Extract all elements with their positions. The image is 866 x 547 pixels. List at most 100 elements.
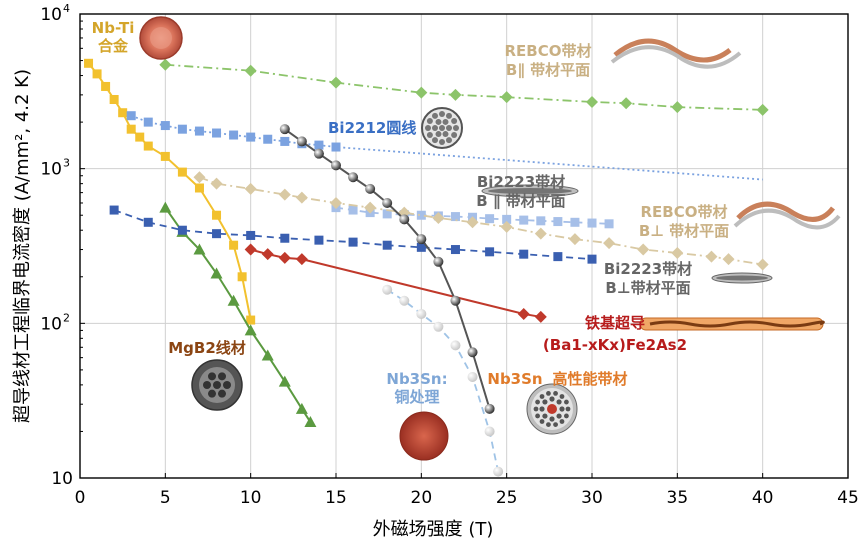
filament xyxy=(432,125,438,131)
filament xyxy=(435,118,442,125)
data-point xyxy=(671,101,684,114)
data-point xyxy=(500,220,513,233)
filament xyxy=(439,125,445,131)
data-point xyxy=(534,310,547,323)
data-point xyxy=(348,172,359,183)
data-point xyxy=(519,215,529,225)
data-point xyxy=(177,225,187,235)
series-rebco-b xyxy=(159,58,769,116)
data-point xyxy=(450,245,460,255)
annotation-line: Nb3Sn xyxy=(487,370,542,388)
data-point xyxy=(399,214,410,225)
data-point xyxy=(450,340,461,351)
data-point xyxy=(570,217,580,227)
annotation-line: Nb3Sn: xyxy=(386,370,447,388)
filament xyxy=(559,419,565,424)
y-tick-exponent: 4 xyxy=(63,2,70,15)
data-point xyxy=(244,64,257,77)
data-point xyxy=(330,196,342,209)
data-point xyxy=(313,148,324,159)
data-point xyxy=(177,167,187,177)
filament xyxy=(446,112,452,119)
data-point xyxy=(450,295,461,306)
x-tick-label: 5 xyxy=(160,488,171,508)
x-tick-label: 15 xyxy=(325,488,347,508)
data-point xyxy=(193,243,206,255)
mgb2-cross-section xyxy=(191,359,243,411)
series-fe-based-ba1-xkx-fe2as2 xyxy=(244,243,547,323)
data-point xyxy=(109,95,119,105)
data-point xyxy=(415,86,428,99)
data-point xyxy=(364,201,377,214)
filament xyxy=(559,394,565,399)
data-point xyxy=(568,233,581,246)
y-tick-label: 10 xyxy=(51,469,73,489)
data-point xyxy=(432,211,445,224)
filament xyxy=(553,422,558,427)
data-point xyxy=(101,81,111,91)
annotation-line: 铁基超导 xyxy=(585,314,645,332)
bi2212-cross-section xyxy=(421,107,463,149)
series-line xyxy=(386,288,500,472)
filament xyxy=(208,372,216,381)
data-point xyxy=(237,272,247,282)
nbti-cross-section xyxy=(139,16,183,60)
annotation-nb3sn-cu: Nb3Sn:铜处理 xyxy=(386,370,447,406)
data-point xyxy=(330,76,342,89)
filament xyxy=(218,372,226,381)
data-point xyxy=(304,416,317,428)
data-point xyxy=(331,142,341,152)
annotation-line: REBCO带材 xyxy=(641,203,728,221)
data-point xyxy=(536,216,546,226)
filament xyxy=(549,416,555,422)
annotation-nb3sn-hp: Nb3Sn 高性能带材 xyxy=(487,370,627,388)
y-tick-label: 10 xyxy=(40,5,62,25)
filament xyxy=(432,137,438,144)
x-tick-label: 10 xyxy=(240,488,262,508)
plot-frame xyxy=(79,13,849,479)
data-point xyxy=(246,230,256,240)
data-point xyxy=(485,214,495,224)
data-point xyxy=(500,91,513,104)
data-point xyxy=(194,183,204,193)
data-point xyxy=(135,132,145,142)
data-point xyxy=(143,217,153,227)
data-point xyxy=(620,97,633,110)
data-point xyxy=(756,103,769,116)
series-nbti xyxy=(84,58,256,325)
data-point xyxy=(244,182,257,195)
data-point xyxy=(433,256,444,267)
filament xyxy=(535,399,540,405)
filament xyxy=(446,137,452,144)
data-point xyxy=(587,254,597,264)
data-point xyxy=(637,243,650,256)
filament xyxy=(539,419,545,424)
filament xyxy=(565,406,571,412)
data-point xyxy=(348,205,358,215)
filament xyxy=(556,399,562,405)
data-point xyxy=(143,117,153,127)
series-rebco-b xyxy=(193,171,769,271)
filament xyxy=(426,132,433,138)
annotation-line: 高性能带材 xyxy=(552,370,627,388)
filament xyxy=(435,131,442,138)
x-tick-label: 35 xyxy=(667,488,689,508)
data-point xyxy=(194,126,204,136)
data-point xyxy=(212,210,222,220)
data-point xyxy=(109,205,119,215)
data-point xyxy=(193,171,206,184)
annotation-mgb2: MgB2线材 xyxy=(168,339,246,357)
filament xyxy=(208,389,216,398)
filament xyxy=(223,381,231,389)
filament xyxy=(535,413,540,419)
series-line xyxy=(165,63,763,111)
data-point xyxy=(450,212,460,222)
annotation-bi2212: Bi2212圆线 xyxy=(328,119,416,137)
data-point xyxy=(126,124,136,134)
data-point xyxy=(280,233,290,243)
data-point xyxy=(244,324,257,336)
